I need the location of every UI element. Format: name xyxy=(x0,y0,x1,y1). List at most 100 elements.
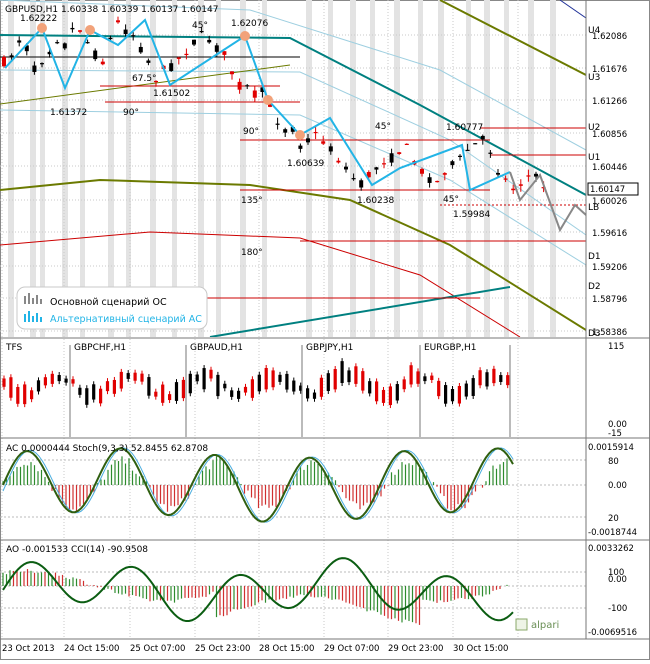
candle-body xyxy=(488,152,493,154)
price-label: 1.62222 xyxy=(20,14,57,24)
angle-label: 45° xyxy=(375,122,391,132)
candle-body xyxy=(123,29,128,35)
level-label: D3 xyxy=(588,329,601,339)
candle-body xyxy=(420,169,424,174)
candle-body xyxy=(313,131,318,134)
tfs-body xyxy=(223,383,227,389)
candle-body xyxy=(214,45,219,52)
tfs-body xyxy=(57,375,61,382)
tfs-panel[interactable] xyxy=(2,345,511,437)
candle-body xyxy=(382,163,386,165)
tfs-body xyxy=(43,377,47,386)
candle-body xyxy=(321,141,326,144)
candle-body xyxy=(427,177,432,183)
candle-body xyxy=(275,123,280,125)
candle-body xyxy=(397,152,402,154)
legend-alt-label: Альтернативный сценарий АС xyxy=(50,314,202,325)
x-tick: 24 Oct 15:00 xyxy=(64,644,119,654)
tfs-body xyxy=(2,378,6,387)
price-label: 1.61372 xyxy=(50,108,87,118)
tfs-body xyxy=(471,378,475,396)
ao-cci-panel[interactable] xyxy=(0,557,586,625)
session-shade xyxy=(328,0,333,337)
candle-body xyxy=(298,145,303,149)
level-label: D1 xyxy=(588,252,601,262)
tfs-body xyxy=(319,377,323,397)
tfs-pair-label: EURGBP,H1 xyxy=(424,343,476,353)
channel-line xyxy=(0,109,586,266)
tfs-body xyxy=(92,384,96,400)
ac-y-tick: 0.00 xyxy=(608,481,627,491)
tfs-body xyxy=(423,376,427,382)
candle-body xyxy=(108,37,113,40)
candle-body xyxy=(503,178,508,180)
candle-body xyxy=(138,46,143,53)
candle-body xyxy=(351,178,356,180)
tfs-body xyxy=(354,366,358,384)
y-tick: 1.59206 xyxy=(592,263,627,273)
candle-body xyxy=(207,39,212,43)
main-y-axis: 1.62086 1.61676 1.61266 1.60856 1.60446 … xyxy=(592,32,627,338)
y-tick: 1.62086 xyxy=(592,32,627,42)
session-shade xyxy=(216,0,221,337)
main-scenario-icon xyxy=(24,293,42,304)
ao-y-tick: 0.00 xyxy=(608,575,627,585)
session-shade xyxy=(484,0,490,337)
x-tick: 23 Oct 2013 xyxy=(2,644,55,654)
blue-upper-line xyxy=(559,0,586,19)
tfs-body xyxy=(154,391,158,397)
session-shade xyxy=(108,0,114,337)
pivot-marker xyxy=(85,25,95,35)
tfs-body xyxy=(64,378,68,383)
candle-body xyxy=(435,180,440,183)
session-shade xyxy=(40,0,45,337)
x-tick: 28 Oct 15:00 xyxy=(259,644,314,654)
pivot-marker xyxy=(263,95,273,105)
tfs-body xyxy=(202,368,206,390)
session-shade xyxy=(8,0,14,337)
alpari-watermark: alpari xyxy=(515,618,559,631)
tfs-body xyxy=(36,380,41,392)
angle-label: 90° xyxy=(243,127,259,137)
candle-body xyxy=(78,30,82,32)
olive-ma-line xyxy=(0,178,586,331)
candle-body xyxy=(2,57,6,67)
price-label: 1.60238 xyxy=(357,196,394,206)
pivot-marker xyxy=(240,31,250,41)
candle-body xyxy=(176,57,181,59)
ac-y-tick: 0.0015914 xyxy=(588,443,634,453)
session-shade xyxy=(126,0,131,337)
tfs-body xyxy=(209,369,213,379)
candle-body xyxy=(24,45,29,52)
tfs-body xyxy=(340,361,344,384)
candle-body xyxy=(442,173,447,175)
tfs-body xyxy=(30,390,34,400)
candle-body xyxy=(199,31,204,33)
stoch-level: 20 xyxy=(608,514,619,524)
price-label: 1.59984 xyxy=(453,210,490,220)
angle-label: 45° xyxy=(192,21,208,31)
tfs-body xyxy=(278,374,282,382)
tfs-body xyxy=(119,371,123,389)
session-shade xyxy=(198,0,204,337)
tfs-body xyxy=(9,377,13,398)
ao-title: AO -0.001533 CCI(14) -90.9508 xyxy=(6,545,148,555)
candle-body xyxy=(131,35,136,37)
tfs-body xyxy=(105,381,110,392)
ac-stoch-panel[interactable] xyxy=(0,447,586,523)
candle-body xyxy=(534,173,538,177)
candle-body xyxy=(336,160,341,163)
candle-body xyxy=(85,42,90,44)
price-label: 1.62076 xyxy=(231,19,268,29)
alt-scenario-icon xyxy=(24,311,42,322)
teal-trend-line xyxy=(209,286,511,337)
candle-body xyxy=(465,149,470,152)
tfs-body xyxy=(292,380,296,392)
session-shade xyxy=(80,0,85,337)
candle-body xyxy=(260,87,265,92)
main-price-panel[interactable] xyxy=(0,0,586,337)
candle-body xyxy=(93,50,98,60)
alpari-logo-icon xyxy=(515,618,528,631)
